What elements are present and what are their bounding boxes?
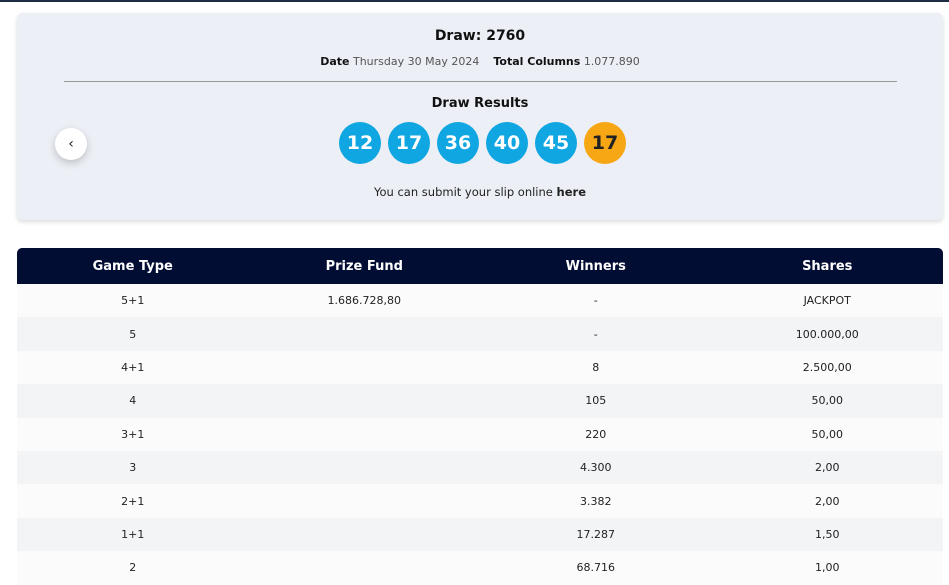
table-cell: 17.287 (480, 517, 712, 552)
table-cell: 4 (17, 384, 249, 418)
column-header: Prize Fund (248, 248, 480, 284)
table-row: 5+1 1.686.728,80- JACKPOT (17, 284, 943, 318)
table-row: 4 105 50,00 (17, 384, 943, 418)
table-row: 2 68.716 1,00 (17, 551, 943, 585)
table-cell: 1,50 (711, 517, 943, 552)
table-cell: 100.000,00 (711, 317, 943, 351)
table-row: 5 -100.000,00 (17, 317, 943, 351)
table-cell: 2 (17, 551, 249, 585)
table-row: 2+1 3.382 2,00 (17, 484, 943, 518)
table-cell (248, 484, 480, 518)
table-cell: 105 (480, 384, 712, 418)
draw-date: Thursday 30 May 2024 (352, 55, 480, 68)
table-cell (248, 517, 480, 552)
table-cell: 1+1 (17, 517, 249, 552)
draw-card: Draw: 2760 Date Thursday 30 May 2024 Tot… (17, 13, 943, 220)
table-cell: 68.716 (480, 551, 712, 585)
number-ball: 36 (437, 122, 479, 164)
number-ball: 12 (339, 122, 381, 164)
table-cell: 3 (17, 450, 249, 485)
table-row: 1+1 17.287 1,50 (17, 517, 943, 552)
draw-title: Draw: 2760 (434, 28, 526, 44)
total-columns: 1.077.890 (583, 55, 640, 68)
table-cell: 220 (480, 417, 712, 451)
table-row: 3+1 220 50,00 (17, 417, 943, 451)
bonus-ball: 17 (584, 122, 626, 164)
table-cell: 2,00 (711, 484, 943, 518)
table-cell: 5+1 (17, 284, 249, 318)
prize-table: Game Type Prize Fund Winners Shares 5+1 1.68… (17, 248, 943, 585)
table-cell: 3+1 (17, 417, 249, 451)
table-cell (248, 350, 480, 385)
table-cell: 5 (17, 317, 249, 351)
table-cell: 4.300 (480, 450, 712, 485)
table-cell: 1,00 (711, 551, 943, 585)
table-cell: 2+1 (17, 484, 249, 518)
table-cell (248, 384, 480, 418)
slip-text: You can submit your slip online here (374, 185, 586, 199)
table-cell: JACKPOT (711, 284, 943, 318)
table-cell: 2.500,00 (711, 350, 943, 385)
table-cell: 8 (480, 350, 712, 385)
table-cell: 50,00 (711, 384, 943, 418)
table-cell: 4+1 (17, 350, 249, 385)
table-cell: 2,00 (711, 450, 943, 485)
table-cell: 50,00 (711, 417, 943, 451)
table-cell (248, 317, 480, 351)
table-cell: - (480, 317, 712, 351)
column-header: Shares (711, 248, 943, 284)
draw-meta: Date Thursday 30 May 2024 Total Columns … (320, 55, 640, 68)
winning-numbers: 12 17 36 40 45 17 (17, 122, 943, 164)
table-row: 3 4.300 2,00 (17, 450, 943, 485)
number-ball: 17 (388, 122, 430, 164)
number-ball: 45 (535, 122, 577, 164)
table-cell (248, 551, 480, 585)
chevron-left-icon: ‹ (68, 136, 74, 152)
table-cell (248, 450, 480, 485)
number-ball: 40 (486, 122, 528, 164)
table-cell: 1.686.728,80 (248, 284, 480, 318)
here-link[interactable]: here (556, 185, 586, 199)
draw-results-title: Draw Results (431, 96, 529, 111)
table-cell: - (480, 284, 712, 318)
column-header: Game Type (17, 248, 249, 284)
table-cell: 3.382 (480, 484, 712, 518)
table-row: 4+1 8 2.500,00 (17, 350, 943, 385)
divider (64, 81, 897, 82)
previous-draw-button[interactable]: ‹ (55, 128, 87, 160)
table-cell (248, 417, 480, 451)
column-header: Winners (480, 248, 712, 284)
